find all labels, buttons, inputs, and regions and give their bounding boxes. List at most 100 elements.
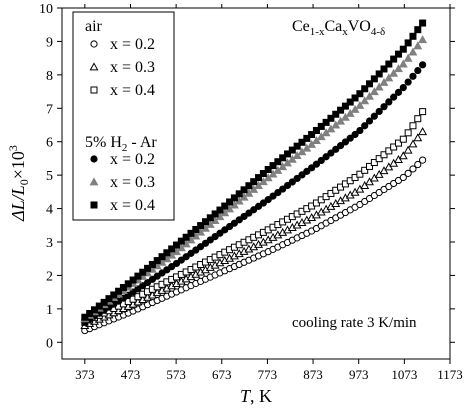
data-point [197,243,205,251]
y-tick-label: 0 [46,336,53,351]
data-point [255,174,263,182]
plot-frame [61,7,451,360]
y-tick-label: 8 [46,69,53,84]
data-point [414,115,422,123]
legend-group-label-h2-ar-a: 5% H [85,134,122,151]
data-point [148,275,156,283]
data-point [144,264,152,272]
data-point [321,128,331,137]
data-point [245,209,253,217]
formula-vo: VO [348,18,371,35]
data-point [192,246,200,254]
data-point [394,50,402,58]
data-point [356,170,364,178]
data-point [374,82,384,91]
legend-group-label-h2-ar-sub: 2 [122,142,128,154]
data-point [288,178,296,186]
x-tick-label: 373 [75,367,95,382]
data-point [346,98,354,106]
data-point [384,73,394,82]
data-point [409,165,417,173]
data-point [259,170,267,178]
data-point [90,306,98,314]
data-point [293,142,301,150]
data-point [418,127,428,136]
data-point [240,212,248,221]
legend-label-1: x = 0.3 [110,59,155,76]
data-point [293,174,301,183]
data-point [365,117,374,125]
data-point [394,64,403,73]
data-point [375,70,383,78]
data-point [394,139,402,147]
data-point [259,199,267,207]
data-point [168,245,176,253]
data-point [235,190,243,198]
data-point [197,222,205,230]
series-5 [81,19,427,321]
x-tick-label: 773 [258,367,278,382]
data-point [303,134,311,142]
data-point [370,75,378,83]
data-point [356,90,364,98]
data-point [390,55,398,63]
data-point [366,162,374,170]
x-tick-label: 1173 [437,367,463,382]
data-point [139,282,147,290]
data-point [360,96,370,105]
data-point [413,41,423,50]
data-point [124,280,132,288]
data-point [264,196,272,204]
legend-label-3: x = 0.2 [110,151,155,168]
data-point [336,142,345,150]
y-tick-label: 7 [46,102,53,117]
data-point [409,32,417,40]
data-point [408,139,418,148]
data-point [419,19,427,27]
data-point [365,91,374,100]
data-point [110,291,118,299]
data-point [394,88,403,96]
data-point [419,156,427,164]
annotation-cooling-rate: cooling rate 3 K/min [292,315,417,331]
data-point [345,108,355,117]
y-tick-label: 2 [46,269,53,284]
x-tick-label: 873 [303,367,323,382]
data-point [414,160,422,169]
data-point [385,98,393,106]
data-point [168,263,176,271]
data-point [337,106,345,114]
formula-ca: Ca [324,18,342,35]
data-point [385,147,393,155]
data-point [298,171,306,179]
data-point [153,272,161,280]
data-point [312,127,320,135]
data-point [409,122,417,130]
data-point [398,59,408,68]
x-axis-label: T, K [240,386,272,406]
data-point [327,149,335,157]
data-point [303,167,311,175]
data-point [408,47,418,56]
data-point [341,102,349,110]
data-point [163,249,171,257]
data-point [404,169,412,177]
legend-group-label-air: air [85,18,103,35]
data-point [216,229,224,237]
legend-marker-2 [90,86,98,94]
data-point [351,130,359,139]
data-point [379,77,389,86]
data-point [331,120,341,129]
data-point [225,222,234,231]
data-point [389,68,399,77]
data-point [332,145,340,153]
data-point [351,94,359,102]
y-tick-label: 3 [46,236,53,251]
x-axis-label-unit: , K [250,386,272,406]
data-point [148,260,156,268]
data-point [409,72,417,80]
formula-sub-3: 4-δ [371,26,385,38]
y-tick-label: 5 [46,169,53,184]
data-point [404,129,412,137]
data-point [380,151,388,159]
